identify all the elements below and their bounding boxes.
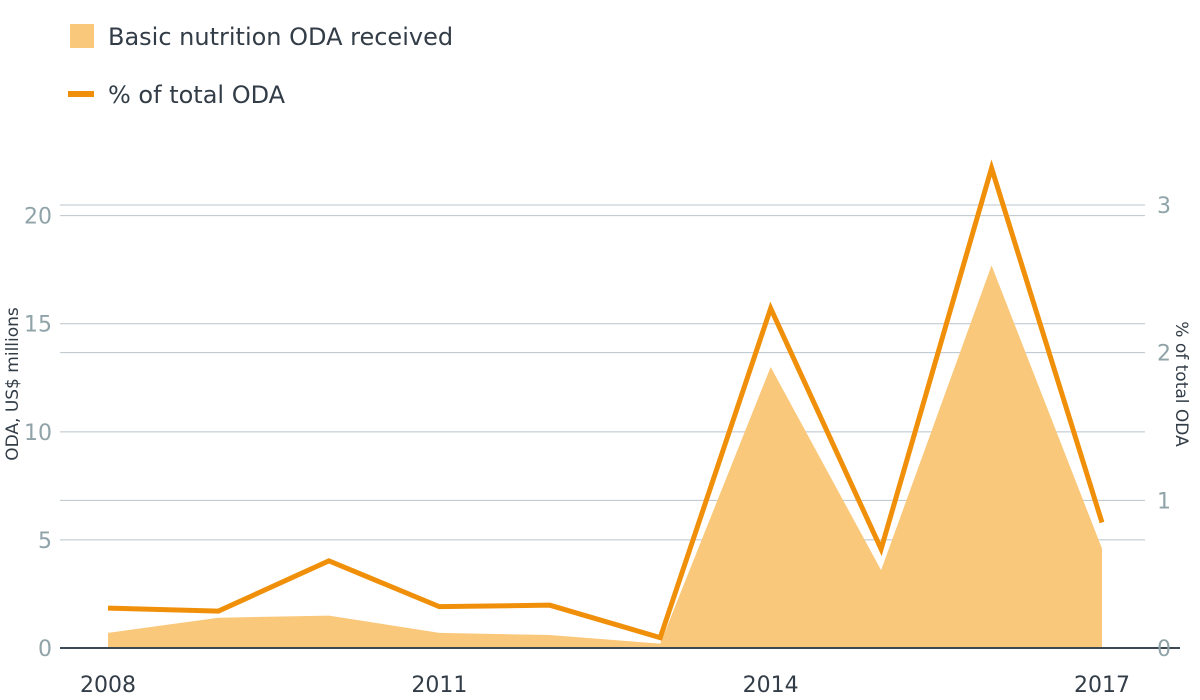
x-tick-label: 2008 bbox=[80, 673, 136, 698]
left-tick-label: 0 bbox=[38, 637, 52, 662]
legend-swatch-area bbox=[70, 24, 94, 48]
right-tick-label: 0 bbox=[1157, 637, 1171, 662]
left-tick-label: 10 bbox=[24, 421, 52, 446]
left-tick-label: 15 bbox=[24, 313, 52, 338]
area-series bbox=[108, 265, 1102, 648]
x-tick-label: 2014 bbox=[743, 673, 799, 698]
left-tick-label: 20 bbox=[24, 205, 52, 230]
x-axis-ticks: 2008 2011 2014 2017 bbox=[80, 673, 1130, 698]
legend: Basic nutrition ODA received % of total … bbox=[68, 23, 453, 109]
area-basic-nutrition-oda bbox=[108, 265, 1102, 648]
legend-label-line: % of total ODA bbox=[108, 81, 286, 109]
right-axis-ticks: 0 1 2 3 bbox=[1157, 194, 1171, 662]
right-tick-label: 3 bbox=[1157, 194, 1171, 219]
x-tick-label: 2011 bbox=[411, 673, 467, 698]
left-axis-ticks: 0 5 10 15 20 bbox=[24, 205, 52, 662]
legend-swatch-line bbox=[68, 91, 94, 97]
x-tick-label: 2017 bbox=[1074, 673, 1130, 698]
legend-label-area: Basic nutrition ODA received bbox=[108, 23, 453, 51]
line-percent-total-oda bbox=[107, 159, 1105, 641]
gridlines bbox=[60, 204, 1145, 541]
left-tick-label: 5 bbox=[38, 529, 52, 554]
left-axis-title: ODA, US$ millions bbox=[3, 307, 23, 461]
line-series bbox=[107, 159, 1105, 641]
right-tick-label: 1 bbox=[1157, 489, 1171, 514]
right-tick-label: 2 bbox=[1157, 342, 1171, 367]
right-axis-title: % of total ODA bbox=[1171, 321, 1191, 447]
